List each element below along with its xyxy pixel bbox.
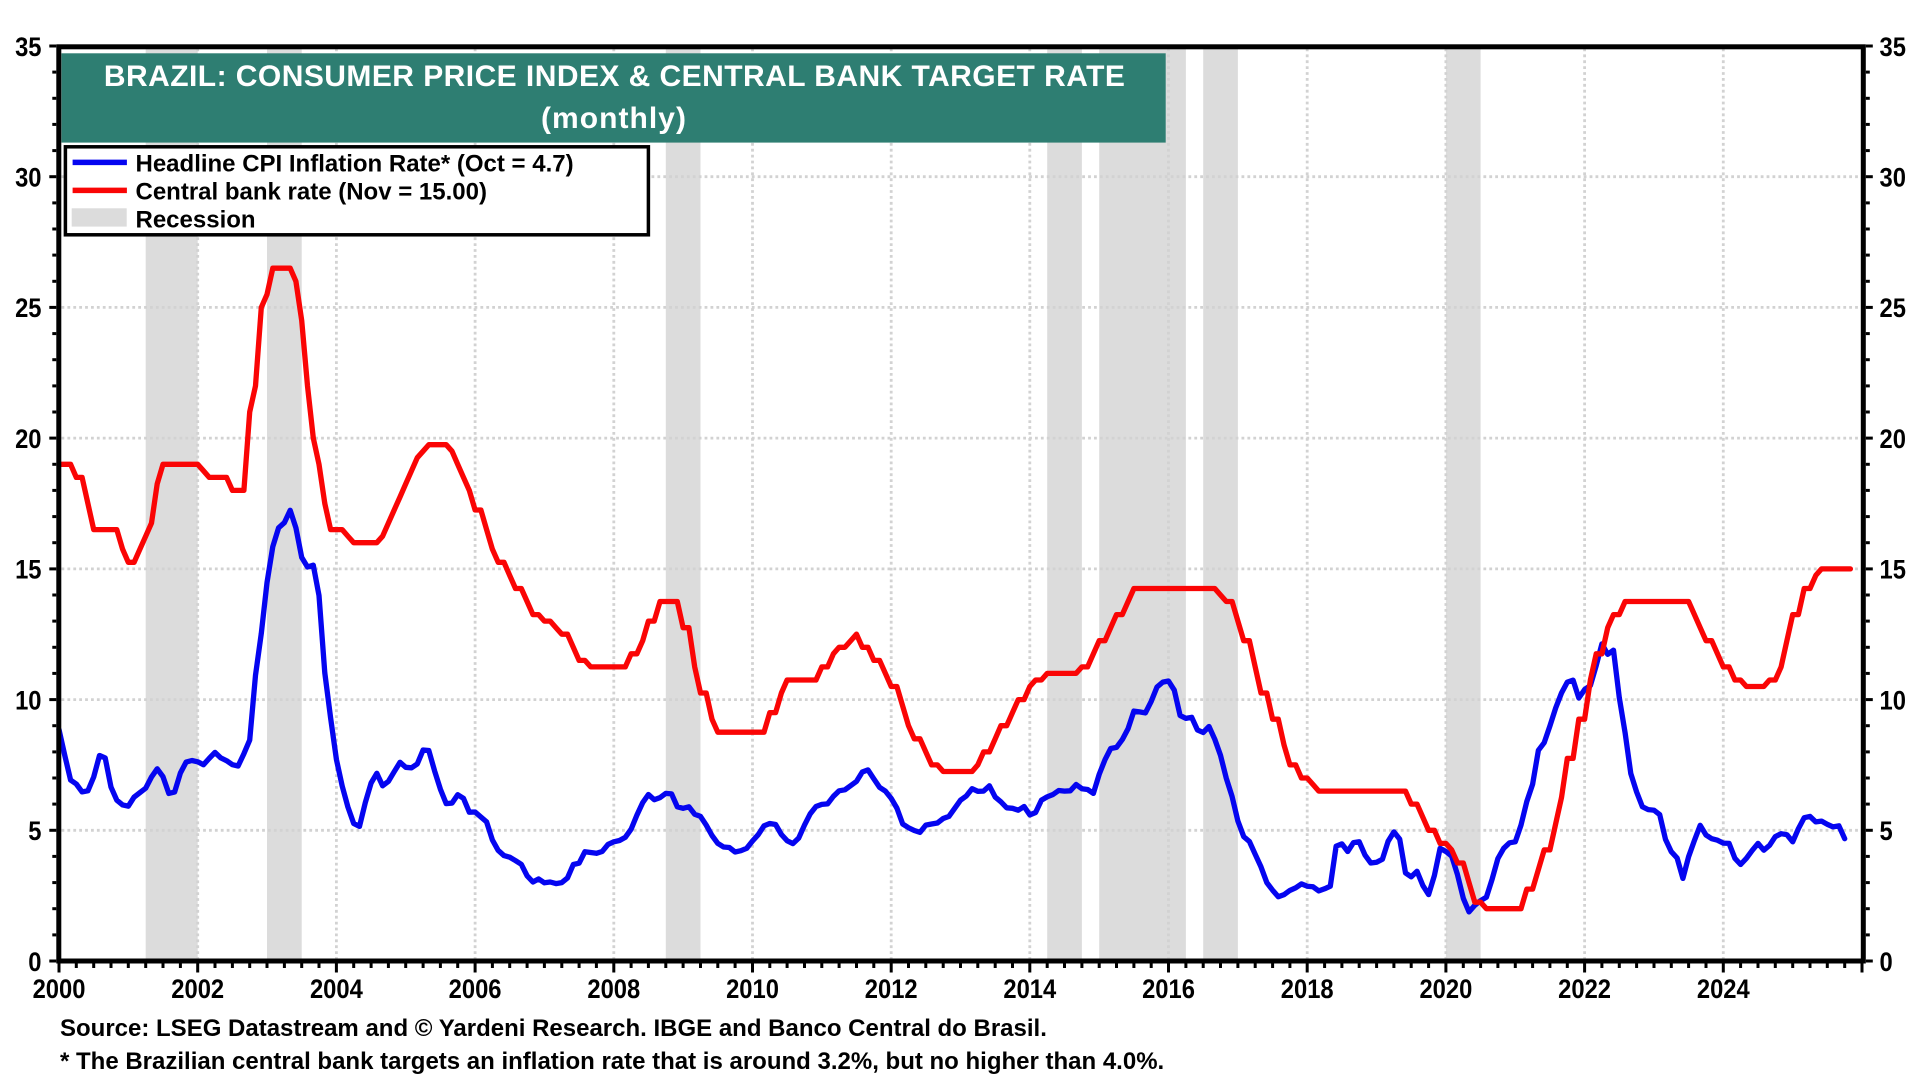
svg-text:0: 0 xyxy=(28,947,41,977)
svg-text:2022: 2022 xyxy=(1558,975,1611,1005)
svg-text:2008: 2008 xyxy=(587,975,640,1005)
svg-text:2000: 2000 xyxy=(33,975,86,1005)
svg-text:Recession: Recession xyxy=(136,207,256,234)
svg-text:25: 25 xyxy=(15,294,41,324)
svg-text:* The Brazilian central bank t: * The Brazilian central bank targets an … xyxy=(60,1048,1164,1075)
svg-text:2004: 2004 xyxy=(310,975,363,1005)
svg-text:0: 0 xyxy=(1880,947,1893,977)
svg-text:30: 30 xyxy=(1880,163,1906,193)
svg-text:Headline CPI Inflation Rate* (: Headline CPI Inflation Rate* (Oct = 4.7) xyxy=(136,151,574,178)
svg-text:BRAZIL: CONSUMER PRICE INDEX &: BRAZIL: CONSUMER PRICE INDEX & CENTRAL B… xyxy=(104,60,1125,93)
svg-text:15: 15 xyxy=(1880,555,1906,585)
svg-text:2020: 2020 xyxy=(1419,975,1472,1005)
svg-text:35: 35 xyxy=(1880,32,1906,62)
svg-text:2014: 2014 xyxy=(1003,975,1056,1005)
svg-text:20: 20 xyxy=(15,425,41,455)
svg-text:10: 10 xyxy=(1880,686,1906,716)
svg-text:2016: 2016 xyxy=(1142,975,1195,1005)
svg-text:5: 5 xyxy=(1880,817,1893,847)
svg-text:30: 30 xyxy=(15,163,41,193)
svg-text:2002: 2002 xyxy=(171,975,224,1005)
svg-text:2010: 2010 xyxy=(726,975,779,1005)
svg-text:2006: 2006 xyxy=(449,975,502,1005)
svg-text:15: 15 xyxy=(15,555,41,585)
svg-text:2018: 2018 xyxy=(1281,975,1334,1005)
svg-text:2024: 2024 xyxy=(1697,975,1750,1005)
svg-text:25: 25 xyxy=(1880,294,1906,324)
svg-text:(monthly): (monthly) xyxy=(541,102,686,135)
svg-text:35: 35 xyxy=(15,32,41,62)
svg-text:10: 10 xyxy=(15,686,41,716)
svg-text:Source: LSEG Datastream and ©: Source: LSEG Datastream and © Yardeni Re… xyxy=(60,1015,1047,1042)
svg-text:5: 5 xyxy=(28,817,41,847)
svg-text:2012: 2012 xyxy=(865,975,918,1005)
svg-text:Central bank rate (Nov = 15.00: Central bank rate (Nov = 15.00) xyxy=(136,179,487,206)
svg-text:20: 20 xyxy=(1880,425,1906,455)
